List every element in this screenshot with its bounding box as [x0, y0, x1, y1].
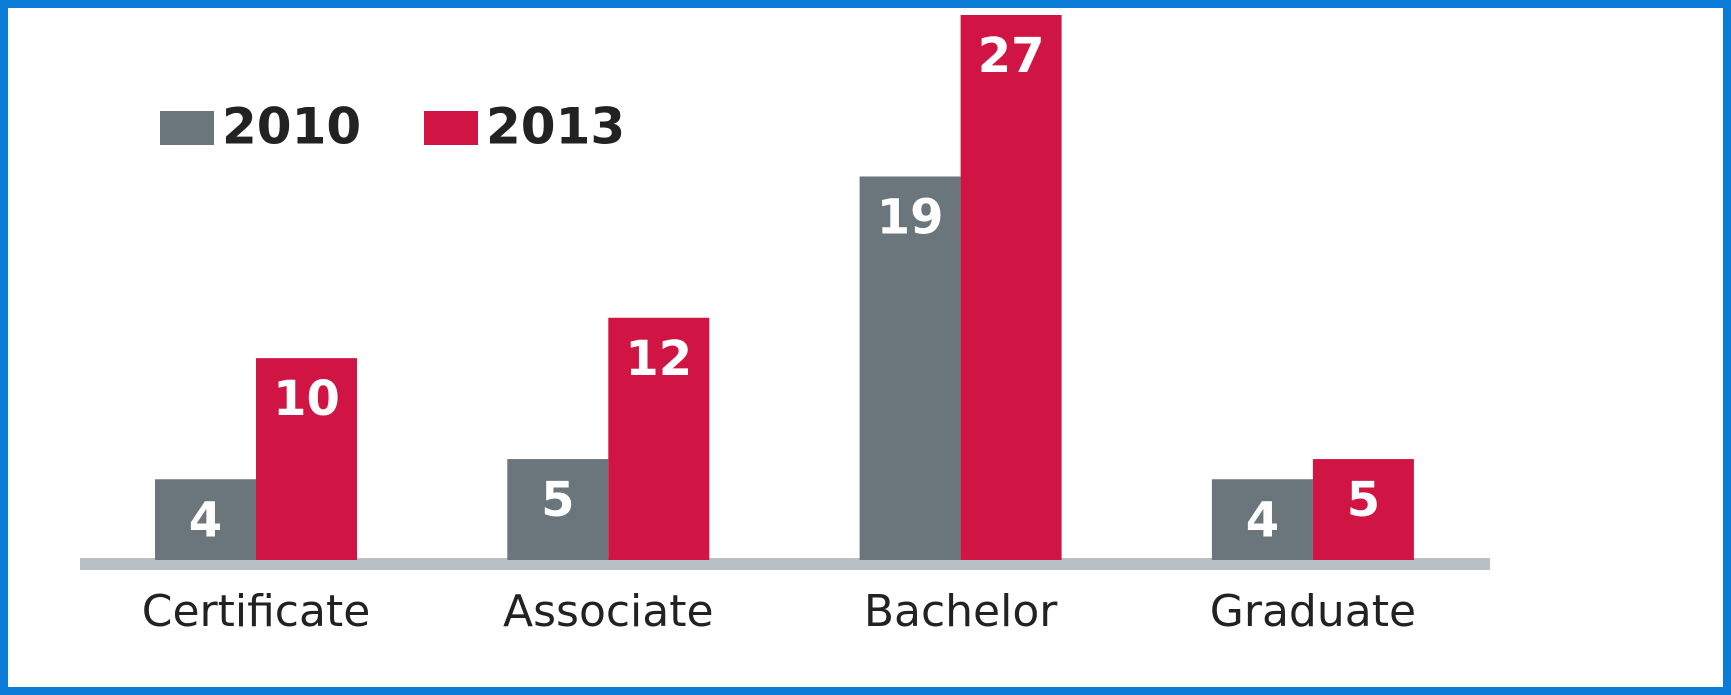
data-label: 27: [978, 28, 1045, 84]
data-label: 4: [1246, 492, 1279, 548]
data-label: 5: [541, 472, 574, 528]
bar: [608, 317, 710, 560]
data-label: 19: [877, 189, 944, 245]
legend-label: 2010: [222, 98, 361, 156]
bar: [960, 15, 1062, 560]
bar: [859, 176, 961, 560]
bar: [256, 358, 357, 560]
data-label: 4: [189, 492, 222, 548]
baseline: [80, 558, 1490, 570]
bar: [1312, 459, 1414, 560]
legend-label: 2013: [486, 98, 625, 156]
bar: [507, 459, 609, 560]
data-label: 10: [273, 371, 340, 427]
data-label: 5: [1347, 472, 1380, 528]
x-tick-label: Graduate: [1210, 586, 1416, 637]
x-tick-label: Associate: [503, 586, 714, 637]
legend-swatch: [160, 111, 214, 145]
x-tick-label: Certificate: [142, 586, 371, 637]
bar: [155, 479, 256, 560]
data-label: 12: [625, 331, 692, 387]
x-tick-label: Bachelor: [864, 586, 1058, 637]
bar: [1211, 479, 1313, 560]
legend-swatch: [424, 111, 478, 145]
